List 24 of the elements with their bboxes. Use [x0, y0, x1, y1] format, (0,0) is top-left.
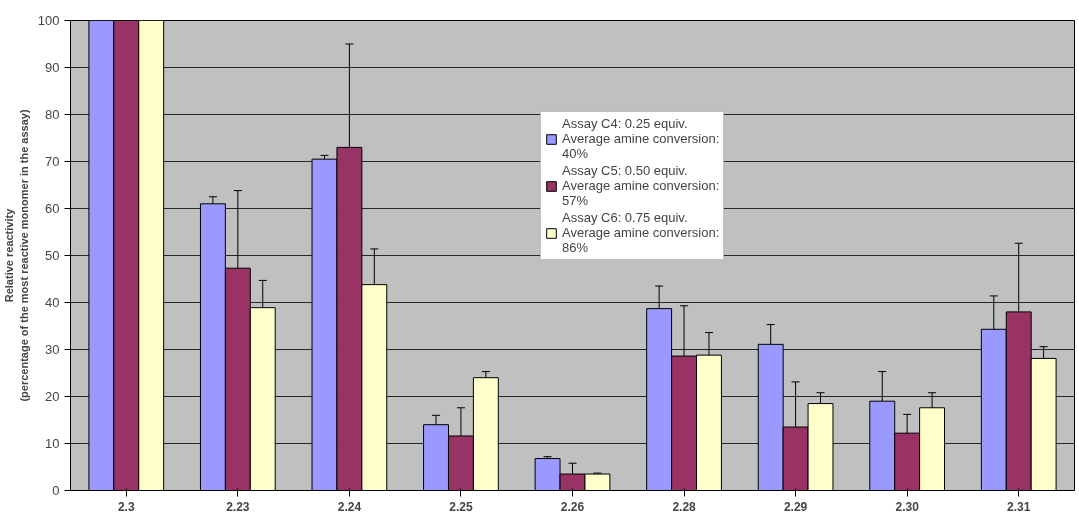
y-tick-label: 0 — [52, 483, 60, 498]
x-tick-label: 2.25 — [449, 499, 473, 513]
legend-label: Assay C4: 0.25 equiv. Average amine conversion: 40% — [562, 116, 720, 161]
x-tick-label: 2.3 — [117, 499, 135, 513]
x-tick-label: 2.26 — [560, 499, 585, 513]
x-tick-label: 2.30 — [895, 499, 920, 513]
x-tick-label: 2.23 — [226, 499, 250, 513]
legend-label: Assay C6: 0.75 equiv. Average amine conversion: 86% — [562, 210, 720, 255]
y-tick-label: 50 — [45, 248, 60, 263]
y-tick-label: 20 — [45, 389, 60, 404]
y-tick-label: 40 — [45, 295, 60, 310]
x-tick-label: 2.24 — [337, 499, 362, 513]
y-tick-label: 80 — [45, 107, 60, 122]
y-tick-label: 100 — [37, 13, 60, 28]
legend-label: Assay C5: 0.50 equiv. Average amine conversion: 57% — [562, 163, 720, 208]
y-tick-label: 70 — [45, 154, 60, 169]
y-axis-title: Relative reactivity (percentage of the most reactive monomer in the assay) — [3, 109, 30, 402]
x-tick-label: 2.29 — [783, 499, 808, 513]
x-tick-label: 2.28 — [672, 499, 697, 513]
y-tick-label: 10 — [45, 436, 60, 451]
x-tick-label: 2.31 — [1007, 499, 1031, 513]
y-tick-label: 60 — [45, 201, 60, 216]
y-tick-label: 30 — [45, 342, 60, 357]
y-tick-label: 90 — [45, 60, 60, 75]
